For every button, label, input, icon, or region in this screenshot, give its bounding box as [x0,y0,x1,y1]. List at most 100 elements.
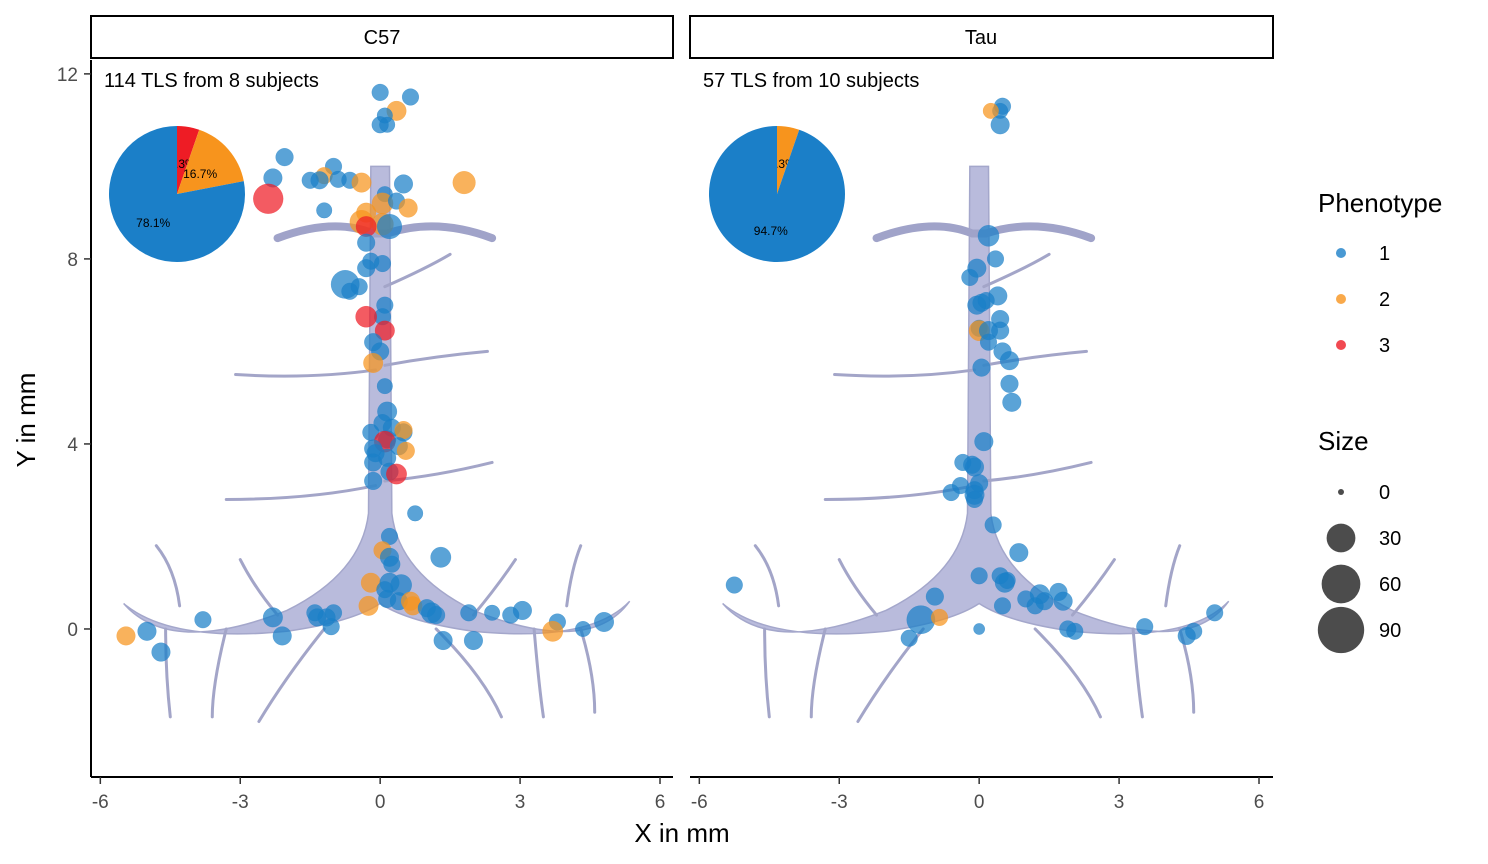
data-point [991,321,1010,340]
pie-slice [177,129,244,194]
data-point [322,618,340,636]
pie-label: 94.7% [754,224,788,238]
x-tick-label: 0 [375,792,386,813]
data-point [970,567,988,585]
data-point [930,608,949,626]
lung-branch [753,544,781,608]
legend-size-items: 0 30 60 90 [1317,482,1401,654]
data-point [1136,618,1154,636]
data-point [275,148,294,167]
lung-branch [837,558,879,617]
legend-key-size [1338,489,1344,495]
data-point [984,516,1002,534]
legend-label-size: 90 [1379,620,1401,642]
data-point [433,630,453,651]
data-point [725,576,743,594]
legend-label-phenotype: 3 [1379,335,1390,357]
data-point [398,198,418,218]
data-point [373,254,392,273]
data-point [1066,622,1084,640]
data-point [982,102,999,119]
data-point [394,420,413,440]
data-point [942,483,960,502]
legend-label-phenotype: 2 [1379,289,1390,311]
pie-slice [708,126,845,262]
x-tick-label: 3 [515,792,526,813]
data-point [376,378,393,395]
data-point [393,174,414,194]
data-point [363,352,384,373]
data-point [974,432,994,452]
facet-strip-box [90,15,674,59]
x-tick-label: 6 [655,792,666,813]
lung-branch [579,627,597,714]
data-point [376,213,403,240]
data-point [427,606,446,625]
data-point [512,600,532,621]
legend-key-phenotype [1336,248,1346,258]
legend-key-phenotype [1336,340,1346,350]
data-point [355,305,377,328]
lung-branch [763,627,771,719]
lung-branch [471,558,517,617]
panel-annotation: 114 TLS from 8 subjects [104,70,319,92]
data-point [542,620,564,642]
data-point [999,351,1020,371]
x-tick-label: -3 [831,792,848,813]
pie-slice [777,126,800,194]
legend-label-size: 0 [1379,482,1390,504]
pie-label: 78.1% [136,216,170,230]
data-point [1026,597,1044,615]
data-point [350,278,368,296]
data-point [1000,374,1019,393]
lung-branch [1033,627,1102,719]
lung-branch [1070,558,1116,617]
lung-branch [234,368,378,378]
data-point [316,202,333,219]
lung-branch [1131,627,1144,719]
lung-branch [383,349,489,367]
data-point [378,589,397,608]
y-axis-ticks: 0 4 8 12 [57,65,91,641]
x-tick-label: -3 [232,792,249,813]
data-point [972,358,991,377]
legend-key-size [1326,523,1356,553]
facet-strip-label: C57 [364,27,401,49]
lung-branch [383,252,452,289]
y-tick-label: 8 [67,250,78,271]
lung-trunk [722,165,1230,635]
data-point [351,172,372,193]
facet-strip-label: Tau [965,27,997,49]
x-tick-label: 3 [1114,792,1125,813]
legend-title-size: Size [1318,426,1369,456]
data-point [998,571,1016,589]
legend-key-size [1321,564,1361,604]
lung-branch [532,627,545,719]
data-point [401,88,420,106]
lung-branch [154,544,182,608]
lung-branch [833,368,977,378]
y-tick-label: 4 [67,435,78,456]
x-tick-label: -6 [92,792,109,813]
pie-inset: 5.3%16.7%78.1% [109,126,246,262]
data-point [1177,626,1196,645]
data-point [1002,392,1022,412]
x-axis-title: X in mm [634,818,729,848]
x-axis-ticks: -6 -3 0 3 6 [92,777,665,813]
data-point [253,183,284,214]
x-tick-label: 0 [974,792,985,813]
data-point [137,621,157,641]
lung-branch [982,349,1088,367]
data-point [993,597,1012,615]
legend-key-size [1317,606,1365,654]
data-point [116,626,136,646]
data-point [374,320,395,341]
data-point [357,259,376,278]
y-axis-title: Y in mm [11,373,41,468]
data-point [961,268,979,286]
data-point [900,629,918,647]
data-point [430,546,452,568]
facet-strip-box [689,15,1274,59]
points-layer [725,97,1224,647]
